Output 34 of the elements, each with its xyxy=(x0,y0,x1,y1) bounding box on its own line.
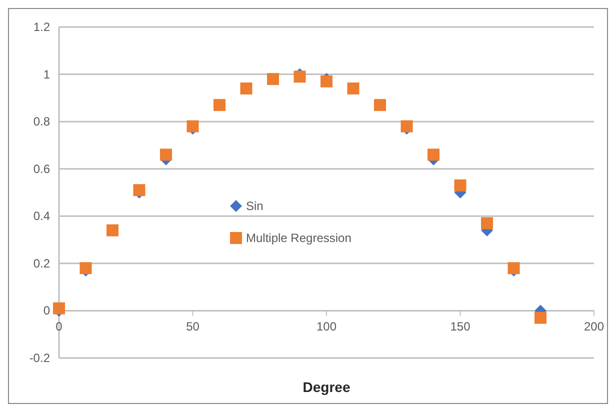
point xyxy=(53,302,65,314)
y-tick-label: 0.4 xyxy=(33,209,50,224)
point xyxy=(454,179,466,192)
point xyxy=(374,99,386,112)
y-tick-label: -0.2 xyxy=(29,351,50,365)
x-tick-label: 50 xyxy=(186,320,200,334)
y-tick-label: 0 xyxy=(43,304,50,318)
point xyxy=(508,262,520,274)
point xyxy=(106,224,118,236)
point xyxy=(214,99,226,112)
point xyxy=(400,120,413,132)
point xyxy=(267,73,279,86)
point xyxy=(133,184,146,196)
x-tick-label: 150 xyxy=(450,320,471,334)
y-tick-label: 1.2 xyxy=(33,20,50,34)
point xyxy=(428,148,440,161)
point xyxy=(294,70,306,83)
point xyxy=(481,217,493,230)
x-tick-label: 100 xyxy=(316,320,337,334)
y-tick-label: 0.2 xyxy=(33,256,50,270)
y-tick-label: 1 xyxy=(43,67,50,82)
x-tick-label: 200 xyxy=(584,320,604,334)
x-axis-title: Degree xyxy=(302,379,350,395)
point xyxy=(160,148,172,161)
point xyxy=(80,262,92,274)
y-tick-label: 0.6 xyxy=(33,162,50,176)
legend-label: Multiple Regression xyxy=(246,231,352,245)
point xyxy=(240,82,252,94)
legend-label: Sin xyxy=(246,199,264,213)
point xyxy=(534,312,546,324)
y-tick-label: 0.8 xyxy=(33,114,50,129)
point xyxy=(347,82,360,94)
point xyxy=(186,120,199,132)
x-tick-label: 0 xyxy=(56,320,63,334)
